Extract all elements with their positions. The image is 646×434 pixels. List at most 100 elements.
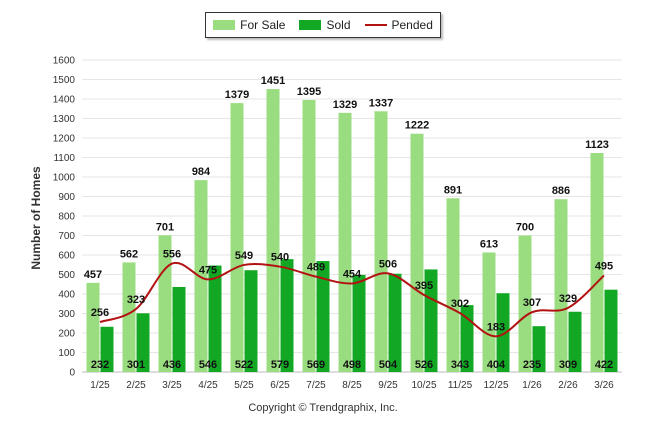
for-sale-value-label: 886 (552, 185, 570, 197)
for-sale-value-label: 984 (192, 166, 211, 178)
sold-bar (316, 261, 330, 372)
sold-value-label: 235 (523, 359, 541, 371)
y-tick-label: 500 (58, 270, 75, 281)
x-tick-label: 12/25 (483, 380, 508, 391)
sold-bar (388, 273, 402, 372)
pended-line (99, 261, 605, 338)
sold-swatch (299, 20, 322, 30)
for-sale-bar (554, 199, 568, 372)
y-tick-label: 1400 (53, 95, 76, 106)
y-tick-label: 600 (58, 251, 75, 262)
data-labels: 457 232 256 562 301 323 701 436 556 984 546 475 1379… (84, 75, 613, 371)
pended-value-label: 495 (595, 260, 613, 272)
x-tick-label: 2/26 (558, 380, 578, 391)
x-tick-label: 4/25 (198, 380, 218, 391)
pended-swatch (364, 24, 387, 26)
pended-value-label: 307 (523, 297, 541, 309)
for-sale-value-label: 1329 (333, 99, 357, 111)
legend-item-sold: Sold (299, 18, 351, 32)
for-sale-value-label: 700 (516, 222, 534, 234)
legend-item-pended: Pended (364, 18, 433, 32)
pended-value-label: 506 (379, 258, 397, 270)
pended-value-label: 256 (91, 307, 109, 319)
pended-value-label: 475 (199, 264, 217, 276)
y-tick-label: 800 (58, 212, 75, 223)
sold-value-label: 404 (487, 359, 506, 371)
for-sale-value-label: 1379 (225, 89, 249, 101)
sold-value-label: 498 (343, 359, 361, 371)
sold-bar (424, 269, 438, 372)
sold-value-label: 569 (307, 359, 325, 371)
y-tick-label: 1200 (53, 134, 76, 145)
sold-value-label: 343 (451, 359, 469, 371)
sold-value-label: 526 (415, 359, 433, 371)
for-sale-bar (122, 262, 136, 372)
copyright-text: Copyright © Trendgraphix, Inc. (248, 402, 398, 414)
x-tick-label: 11/25 (448, 380, 473, 391)
pended-line-layer (99, 261, 605, 338)
legend-label-for-sale: For Sale (240, 18, 286, 32)
x-tick-label: 8/25 (342, 380, 362, 391)
sold-value-label: 579 (271, 359, 289, 371)
pended-value-label: 549 (235, 250, 253, 262)
for-sale-value-label: 613 (480, 238, 498, 250)
for-sale-bar (338, 112, 352, 372)
sold-bar (208, 265, 222, 372)
sold-value-label: 422 (595, 359, 613, 371)
sold-bar (352, 274, 366, 372)
sold-bar (172, 286, 186, 372)
for-sale-bar (482, 252, 496, 372)
for-sale-bar (302, 99, 316, 372)
for-sale-bar (230, 103, 244, 372)
sold-bar (568, 311, 582, 372)
pended-value-label: 323 (127, 294, 145, 306)
sold-bar (604, 289, 618, 372)
x-tick-label: 5/25 (234, 380, 254, 391)
sold-bar (280, 259, 294, 372)
pended-value-label: 556 (163, 249, 181, 261)
y-tick-label: 400 (58, 290, 75, 301)
y-tick-labels: 0 100 200 300 400 500 600 700 800 900 1000 1100 1200… (53, 56, 76, 379)
x-tick-label: 10/25 (411, 380, 436, 391)
for-sale-bar (410, 133, 424, 372)
for-sale-bar (518, 235, 532, 372)
sold-value-label: 522 (235, 359, 253, 371)
y-tick-label: 1300 (53, 114, 76, 125)
for-sale-swatch (213, 20, 236, 30)
sold-bar (136, 313, 150, 372)
y-axis-label: Number of Homes (29, 166, 43, 270)
sold-bar (496, 293, 510, 372)
bars (86, 89, 618, 373)
for-sale-value-label: 1222 (405, 120, 429, 132)
pended-value-label: 489 (307, 262, 325, 274)
for-sale-bar (590, 153, 604, 372)
legend: For Sale Sold Pended (205, 12, 441, 38)
legend-label-pended: Pended (391, 18, 433, 32)
x-tick-labels: 1/25 2/25 3/25 4/25 5/25 6/25 7/25 8/25 9/25 10/2… (90, 380, 614, 391)
pended-value-label: 454 (343, 268, 362, 280)
sold-value-label: 504 (379, 359, 398, 371)
for-sale-bar (446, 198, 460, 372)
y-tick-label: 900 (58, 192, 75, 203)
sold-value-label: 301 (127, 359, 145, 371)
y-tick-label: 1600 (53, 56, 76, 67)
y-tick-label: 700 (58, 231, 75, 242)
pended-value-label: 183 (487, 321, 505, 333)
for-sale-value-label: 1123 (585, 139, 609, 151)
y-tick-label: 1000 (53, 173, 76, 184)
sold-value-label: 232 (91, 359, 109, 371)
for-sale-value-label: 701 (156, 221, 174, 233)
sold-bar (244, 270, 258, 372)
y-tick-label: 1500 (53, 75, 76, 86)
sold-value-label: 436 (163, 359, 181, 371)
sold-value-label: 546 (199, 359, 217, 371)
sold-value-label: 309 (559, 359, 577, 371)
x-tick-label: 1/26 (522, 380, 542, 391)
for-sale-bar (158, 235, 172, 372)
for-sale-bar (374, 111, 388, 372)
for-sale-value-label: 1337 (369, 97, 393, 109)
for-sale-bar (86, 282, 100, 372)
legend-label-sold: Sold (326, 18, 351, 32)
x-tick-label: 3/26 (594, 380, 614, 391)
